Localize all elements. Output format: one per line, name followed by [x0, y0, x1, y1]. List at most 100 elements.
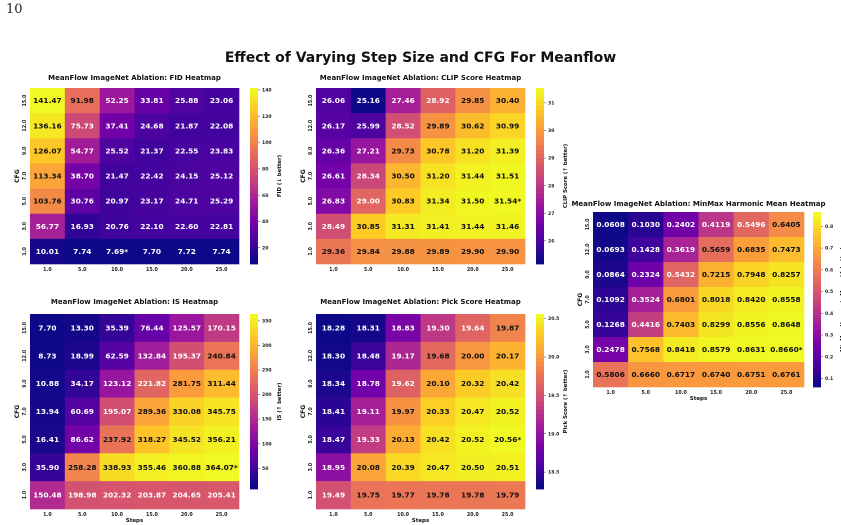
clip-score-heatmap-y-tick: 3.0 — [308, 221, 314, 230]
clip-score-heatmap-colorbar-tick: 28 — [548, 183, 554, 189]
pick-score-heatmap-cell — [316, 453, 352, 482]
clip-score-heatmap-colorbar-strip — [536, 242, 544, 247]
minmax-harmonic-mean-heatmap-cell-value: 0.0864 — [596, 270, 625, 279]
fid-heatmap-cell — [134, 88, 170, 114]
minmax-harmonic-mean-heatmap-cell-value: 0.8299 — [702, 320, 731, 329]
fid-heatmap-colorbar-tick: 20 — [262, 245, 268, 251]
clip-score-heatmap-x-tick: 5.0 — [364, 267, 373, 273]
pick-score-heatmap-x-tick: 10.0 — [397, 512, 409, 518]
minmax-harmonic-mean-heatmap-y-tick: 3.0 — [585, 345, 591, 354]
clip-score-heatmap-cell — [385, 238, 421, 265]
is-heatmap-cell-value: 8.73 — [38, 351, 56, 360]
is-heatmap-cell-value: 150.48 — [33, 491, 62, 500]
pick-score-heatmap-colorbar-strip — [536, 388, 544, 394]
clip-score-heatmap-cell-value: 28.92 — [426, 96, 449, 105]
minmax-harmonic-mean-heatmap-cell — [768, 312, 805, 338]
fid-heatmap-colorbar-strip — [250, 259, 258, 265]
is-heatmap-cell-value: 338.93 — [103, 463, 132, 472]
pick-score-heatmap-cell-value: 18.48 — [357, 351, 380, 360]
clip-score-heatmap-colorbar-strip — [536, 224, 544, 230]
minmax-harmonic-mean-heatmap-colorbar-strip — [813, 216, 821, 222]
clip-score-heatmap-colorbar-strip — [536, 92, 544, 98]
clip-score-heatmap-colorbar-tick: 26 — [548, 238, 554, 244]
minmax-harmonic-mean-heatmap-colorbar-tick: 0.1 — [825, 376, 833, 382]
minmax-harmonic-mean-heatmap-colorbar-strip — [813, 312, 821, 318]
minmax-harmonic-mean-heatmap-colorbar-strip — [813, 382, 821, 388]
clip-score-heatmap-cell-value: 28.34 — [357, 172, 380, 181]
clip-score-heatmap-cell-value: 30.50 — [391, 172, 414, 181]
is-heatmap-colorbar-tick: 350 — [262, 319, 272, 325]
pick-score-heatmap-cell — [385, 481, 421, 510]
fid-heatmap-cell-value: 21.47 — [105, 172, 128, 181]
clip-score-heatmap-cell — [316, 213, 352, 240]
fid-heatmap-cell — [30, 213, 66, 240]
minmax-harmonic-mean-heatmap-cell-value: 0.6761 — [772, 370, 801, 379]
fid-heatmap-colorbar-tick: 140 — [262, 88, 272, 94]
fid-heatmap-cell — [169, 213, 205, 240]
pick-score-heatmap-cell-value: 18.28 — [322, 324, 345, 333]
is-heatmap-colorbar-strip — [250, 410, 258, 416]
fid-heatmap-colorbar-strip — [250, 198, 258, 203]
minmax-harmonic-mean-heatmap-cell-value: 0.8631 — [737, 345, 766, 354]
minmax-harmonic-mean-heatmap-cell — [698, 287, 734, 313]
minmax-harmonic-mean-heatmap-colorbar-strip — [813, 338, 821, 344]
clip-score-heatmap-cell — [420, 113, 456, 139]
pick-score-heatmap-y-tick: 12.0 — [308, 349, 314, 361]
pick-score-heatmap-cell — [455, 341, 491, 371]
pick-score-heatmap-cell-value: 20.13 — [391, 435, 414, 444]
clip-score-heatmap-cell — [420, 238, 456, 265]
clip-score-heatmap-y-tick: 1.0 — [308, 247, 314, 256]
fid-heatmap-colorbar-strip — [250, 154, 258, 159]
is-heatmap-cell — [169, 369, 205, 398]
pick-score-heatmap-cell-value: 19.49 — [322, 491, 345, 500]
clip-score-heatmap-colorbar-strip — [536, 154, 544, 159]
clip-score-heatmap-x-tick: 10.0 — [397, 267, 409, 273]
fid-heatmap-colorbar-strip — [250, 206, 258, 212]
minmax-harmonic-mean-heatmap-colorbar-tick: 0.3 — [825, 333, 833, 339]
minmax-harmonic-mean-heatmap-y-tick: 9.0 — [585, 270, 591, 279]
minmax-harmonic-mean-heatmap-cell — [733, 287, 770, 313]
pick-score-heatmap-cell-value: 18.83 — [391, 324, 414, 333]
clip-score-heatmap-colorbar-strip — [536, 202, 544, 208]
minmax-harmonic-mean-heatmap-colorbar-strip — [813, 317, 821, 322]
clip-score-heatmap-cell — [385, 88, 421, 114]
minmax-harmonic-mean-heatmap-cell — [733, 312, 770, 338]
is-heatmap-cell-value: 258.28 — [68, 463, 97, 472]
pick-score-heatmap-colorbar-tick: 20.5 — [548, 316, 559, 322]
minmax-harmonic-mean-heatmap-cell — [768, 287, 805, 313]
is-heatmap-colorbar-strip — [250, 414, 258, 420]
pick-score-heatmap-y-tick: 1.0 — [308, 490, 314, 499]
minmax-harmonic-mean-heatmap-colorbar-strip — [813, 343, 821, 349]
pick-score-heatmap-colorbar-strip — [536, 436, 544, 442]
is-heatmap-cell-value: 125.57 — [172, 324, 201, 333]
minmax-harmonic-mean-heatmap-cell — [698, 337, 734, 363]
clip-score-heatmap-cell — [316, 238, 352, 265]
minmax-harmonic-mean-heatmap-cell — [768, 262, 805, 288]
clip-score-heatmap-cell — [490, 113, 526, 139]
pick-score-heatmap-colorbar-strip — [536, 454, 544, 459]
clip-score-heatmap-cell — [490, 138, 526, 164]
clip-score-heatmap-cell — [420, 213, 456, 240]
pick-score-heatmap-colorbar-strip — [536, 397, 544, 402]
pick-score-heatmap-colorbar-strip — [536, 445, 544, 451]
minmax-harmonic-mean-heatmap-cell — [733, 262, 770, 288]
clip-score-heatmap-x-tick: 1.0 — [329, 267, 338, 273]
pick-score-heatmap-colorbar-strip — [536, 471, 544, 477]
clip-score-heatmap-cell — [350, 213, 386, 240]
fid-heatmap-colorbar-strip — [250, 149, 258, 155]
pick-score-heatmap-cell — [420, 397, 456, 426]
pick-score-heatmap-cell-value: 20.00 — [461, 351, 484, 360]
minmax-harmonic-mean-heatmap-colorbar-strip — [813, 352, 821, 357]
clip-score-heatmap-cell-value: 31.20 — [426, 172, 449, 181]
clip-score-heatmap-colorbar-strip — [536, 189, 544, 194]
fid-heatmap-colorbar-tick: 100 — [262, 140, 272, 146]
pick-score-heatmap-cell — [350, 341, 386, 371]
clip-score-heatmap-cell — [385, 213, 421, 240]
is-heatmap-x-label: Steps — [126, 518, 144, 524]
pick-score-heatmap-cell-value: 19.11 — [357, 407, 380, 416]
clip-score-heatmap-cell-value: 26.61 — [322, 172, 345, 181]
pick-score-heatmap-colorbar-strip — [536, 458, 544, 464]
is-heatmap-cell — [99, 453, 135, 482]
fid-heatmap-cell-value: 20.97 — [105, 197, 128, 206]
minmax-harmonic-mean-heatmap-colorbar-strip — [813, 295, 821, 300]
